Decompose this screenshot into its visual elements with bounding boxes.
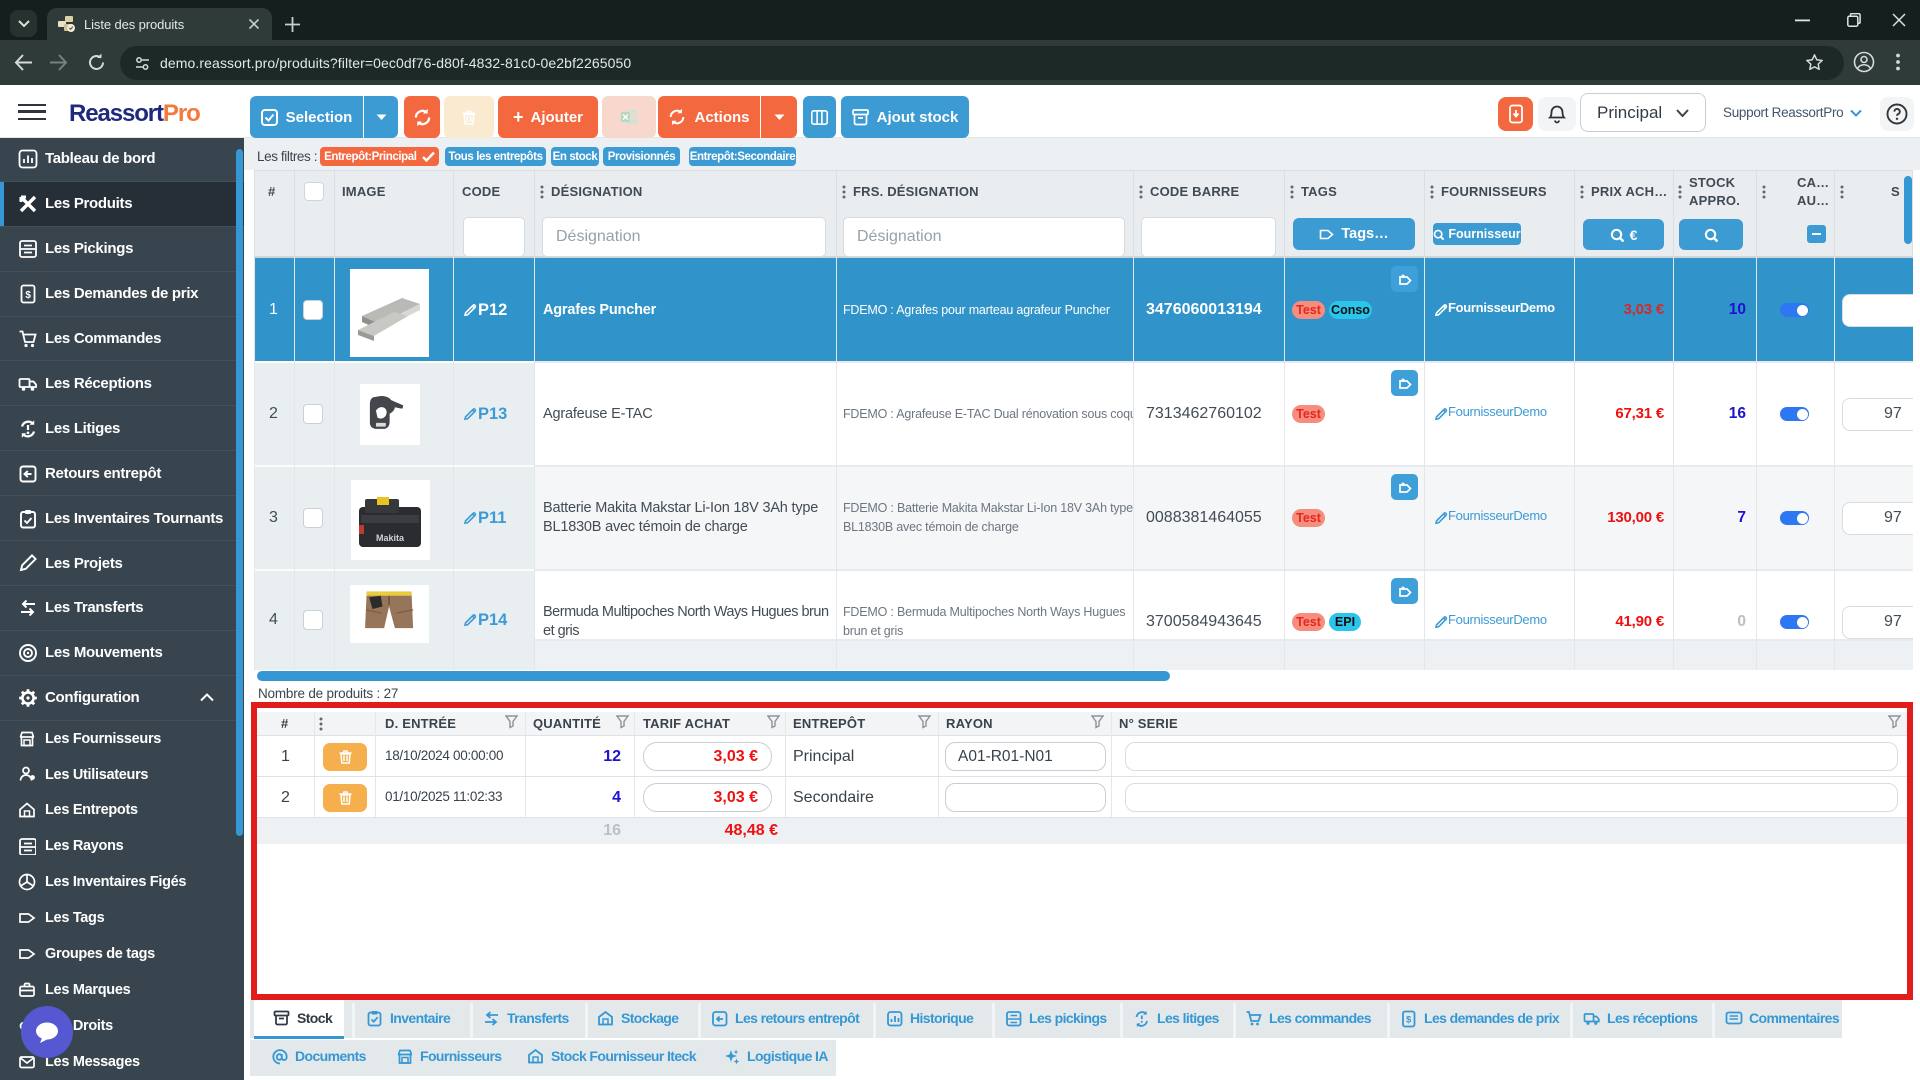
svg-text:$: $	[1406, 1015, 1412, 1026]
svg-text:$: $	[25, 290, 31, 301]
svg-text:Makita: Makita	[376, 533, 405, 543]
